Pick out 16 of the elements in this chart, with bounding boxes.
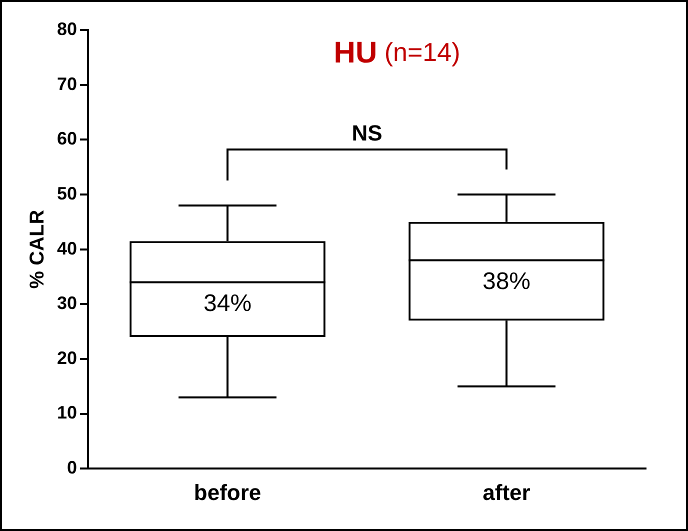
y-axis-title: % CALR [26, 209, 49, 289]
annotation: 34% [203, 290, 252, 317]
annotation: NS [352, 120, 382, 146]
x-tick-label: after [482, 480, 531, 505]
y-tick-label: 0 [67, 458, 78, 478]
y-tick-label: 20 [56, 348, 78, 368]
y-tick-label: 70 [56, 74, 78, 94]
y-tick-label: 30 [56, 293, 78, 314]
y-tick-label: 10 [56, 402, 78, 423]
y-tick-label: 60 [56, 128, 78, 149]
y-tick-label: 80 [56, 18, 78, 39]
annotation: 38% [482, 268, 531, 295]
y-tick-label: 40 [56, 238, 78, 258]
y-tick-label: 50 [56, 183, 78, 204]
x-tick-label: before [194, 480, 262, 505]
chart-title: HU (n=14) [334, 36, 460, 70]
